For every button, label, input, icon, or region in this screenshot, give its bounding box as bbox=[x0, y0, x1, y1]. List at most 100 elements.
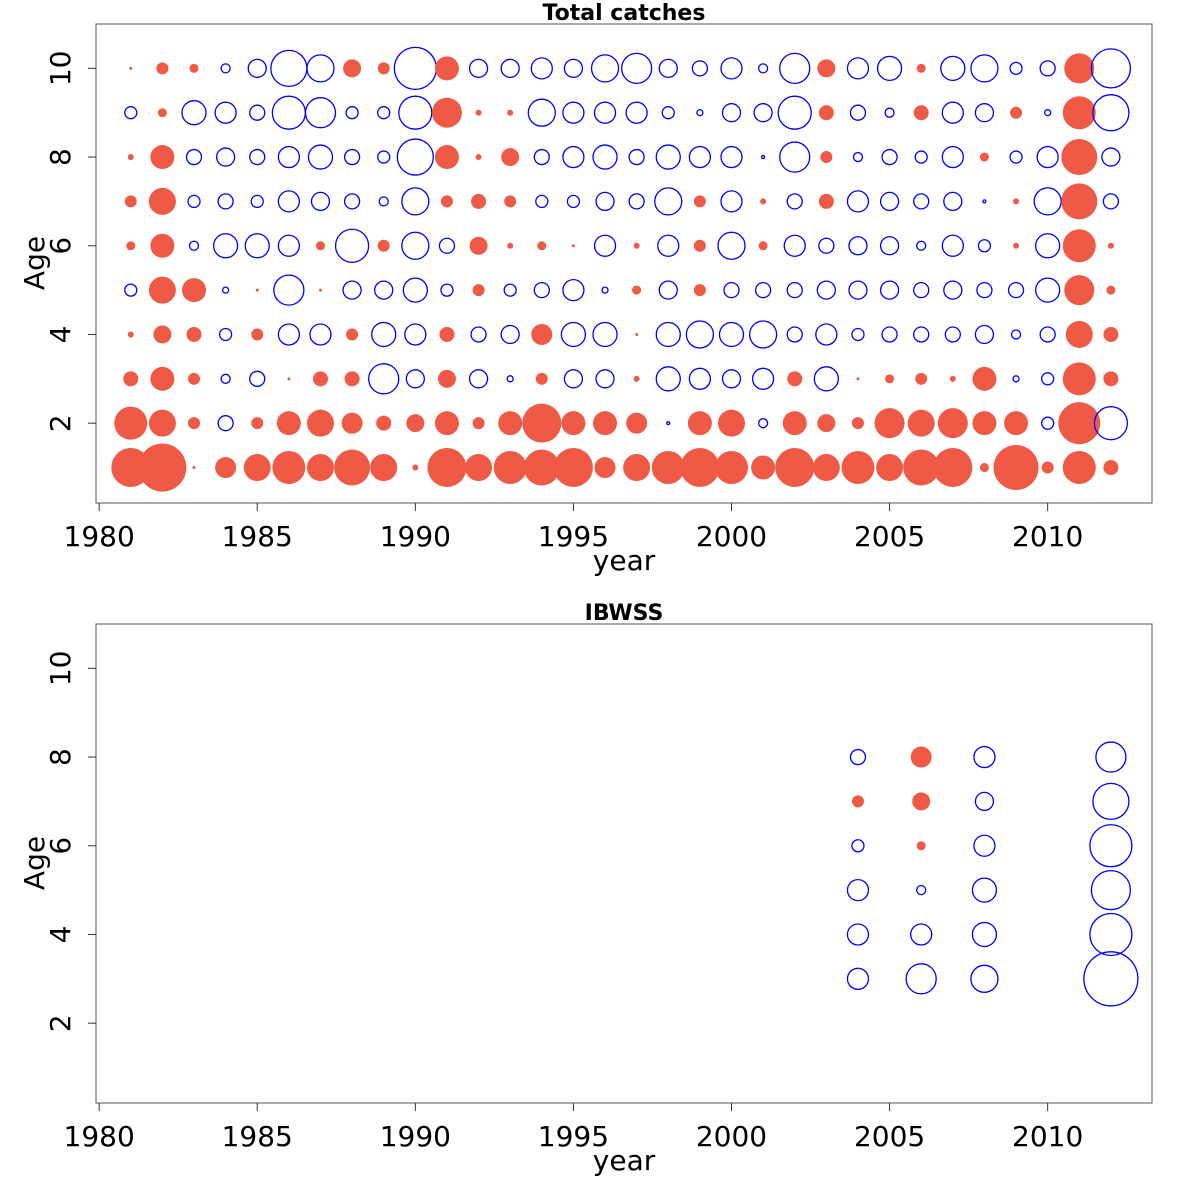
bubble-negative bbox=[1012, 375, 1020, 383]
bubble-negative bbox=[657, 234, 680, 257]
bubble-positive bbox=[714, 451, 748, 485]
bubble-negative bbox=[721, 103, 742, 123]
bubble-positive bbox=[493, 451, 527, 485]
bubble-positive bbox=[469, 236, 488, 255]
bubble-negative bbox=[527, 98, 556, 127]
bubble-positive bbox=[933, 448, 973, 488]
bubble-positive bbox=[1061, 183, 1098, 220]
bubble-negative bbox=[971, 921, 998, 948]
bubble-negative bbox=[124, 106, 138, 120]
bubble-negative bbox=[500, 324, 520, 345]
chart-title: Total catches bbox=[543, 1, 706, 26]
bubble-positive bbox=[1103, 371, 1119, 387]
bubble-negative bbox=[849, 748, 867, 766]
bubble-negative bbox=[905, 963, 937, 995]
bubble-positive bbox=[593, 411, 618, 436]
bubble-negative bbox=[374, 280, 394, 300]
bubble-negative bbox=[846, 967, 870, 990]
bubble-negative bbox=[723, 281, 740, 299]
bubble-negative bbox=[533, 281, 550, 299]
bubble-negative bbox=[943, 280, 963, 300]
bubble-positive bbox=[376, 415, 392, 431]
panel-total-catches: Total catches year Age 1980 1985 1990 1995 2… bbox=[18, 1, 1153, 577]
bubble-negative bbox=[751, 367, 775, 390]
bubble-negative bbox=[815, 323, 838, 346]
bubble-negative bbox=[595, 369, 615, 389]
bubble-positive bbox=[937, 408, 968, 439]
bubble-negative bbox=[530, 57, 553, 80]
bubble-negative bbox=[666, 421, 671, 426]
bubble-negative bbox=[851, 839, 865, 853]
bubble-negative bbox=[438, 237, 456, 254]
x-axis: 1980 1985 1990 1995 2000 2005 2010 bbox=[64, 503, 1083, 553]
bubble-positive bbox=[760, 198, 767, 205]
bubble-negative bbox=[398, 95, 433, 130]
bubble-positive bbox=[129, 66, 133, 70]
bubble-positive bbox=[498, 411, 523, 436]
bubble-positive bbox=[1062, 96, 1096, 130]
bubble-negative bbox=[688, 145, 712, 169]
bubble-negative bbox=[1039, 60, 1056, 77]
bubble-positive bbox=[437, 369, 456, 388]
bubble-positive bbox=[1004, 411, 1029, 436]
bubble-positive bbox=[910, 746, 932, 768]
bubble-positive bbox=[693, 284, 706, 297]
bubble-negative bbox=[1041, 372, 1055, 386]
bubble-negative bbox=[881, 148, 898, 166]
bubble-negative bbox=[215, 147, 236, 167]
bubble-negative bbox=[470, 326, 487, 343]
bubble-negative bbox=[566, 194, 581, 209]
x-tick-label: 1990 bbox=[380, 1120, 451, 1153]
bubble-positive bbox=[315, 241, 325, 251]
bubble-positive bbox=[124, 195, 137, 208]
y-tick-label: 6 bbox=[44, 237, 77, 255]
y-tick-label: 10 bbox=[44, 651, 77, 687]
bubble-positive bbox=[472, 284, 485, 297]
y-tick-label: 8 bbox=[44, 148, 77, 166]
bubble-negative bbox=[500, 58, 520, 79]
bubble-negative bbox=[1036, 145, 1059, 169]
bubble-negative bbox=[1039, 326, 1056, 343]
bubble-negative bbox=[881, 326, 898, 343]
bubble-negative bbox=[786, 281, 803, 299]
bubble-negative bbox=[943, 191, 963, 212]
y-tick-label: 4 bbox=[44, 926, 77, 944]
y-axis: 2 4 6 8 10 bbox=[44, 51, 96, 432]
bubble-positive bbox=[751, 455, 776, 480]
bubble-negative bbox=[916, 240, 927, 251]
bubble-negative bbox=[218, 327, 233, 342]
bubble-positive bbox=[471, 193, 487, 209]
bubble-negative bbox=[688, 367, 712, 390]
bubble-positive bbox=[972, 411, 997, 436]
bubble-negative bbox=[404, 323, 427, 346]
bubble-negative bbox=[628, 193, 645, 210]
bubble-negative bbox=[754, 281, 772, 299]
bubble-positive bbox=[851, 417, 864, 430]
bubble-negative bbox=[779, 52, 811, 85]
y-axis-label: Age bbox=[18, 236, 51, 290]
bubble-negative bbox=[592, 144, 618, 170]
bubble-negative bbox=[249, 370, 266, 387]
bubble-negative bbox=[852, 151, 864, 163]
bubble-positive bbox=[687, 411, 712, 436]
bubble-positive bbox=[377, 239, 390, 252]
bubble-negative bbox=[220, 63, 231, 74]
bubble-positive bbox=[561, 411, 586, 436]
bubble-positive bbox=[1064, 275, 1095, 306]
bubble-positive bbox=[148, 187, 176, 215]
bubble-negative bbox=[970, 54, 999, 83]
bubble-negative bbox=[720, 190, 743, 213]
bubble-negative bbox=[1010, 329, 1022, 340]
bubble-positive bbox=[1061, 139, 1098, 176]
bubble-positive bbox=[251, 328, 264, 341]
bubble-negative bbox=[506, 375, 514, 383]
bubble-negative bbox=[187, 194, 201, 209]
bubble-negative bbox=[655, 366, 681, 392]
bubble-positive bbox=[979, 463, 989, 473]
bubble-positive bbox=[343, 59, 362, 78]
bubble-negative bbox=[250, 194, 264, 209]
bubble-negative bbox=[306, 54, 335, 83]
x-axis: 1980 1985 1990 1995 2000 2005 2010 bbox=[64, 1103, 1083, 1153]
bubble-positive bbox=[346, 328, 359, 341]
bubble-positive bbox=[507, 242, 514, 249]
